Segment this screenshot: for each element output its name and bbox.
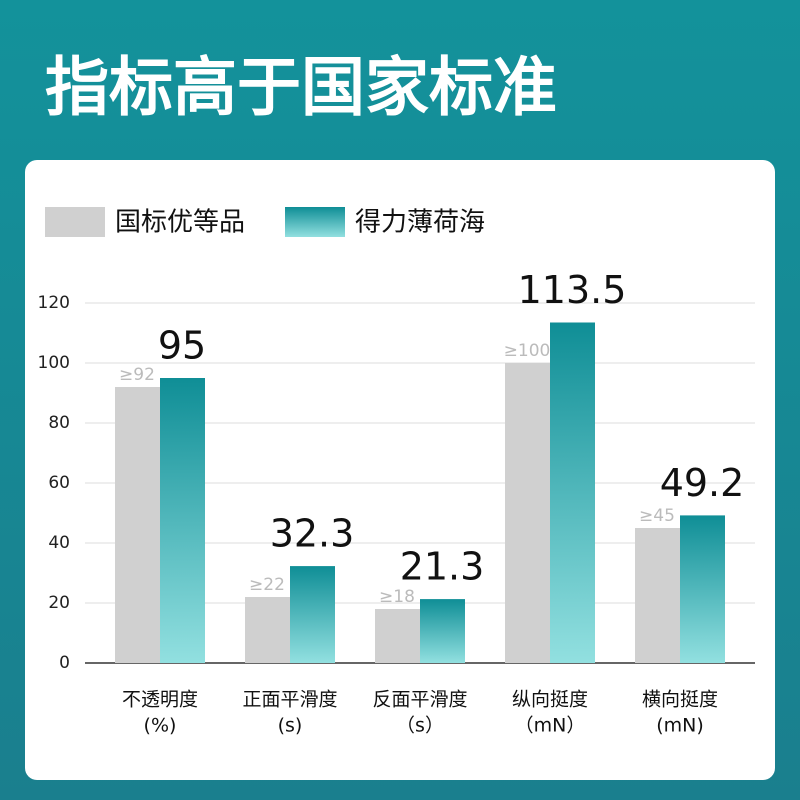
y-tick-label: 60 [48, 473, 70, 493]
x-tick-unit: (%) [144, 715, 177, 737]
bar [505, 363, 550, 663]
chart-title: 指标高于国家标准 [45, 52, 557, 126]
legend-swatch [285, 207, 345, 237]
x-tick-unit: （mN） [515, 715, 586, 737]
value-label: 49.2 [660, 461, 745, 505]
y-tick-label: 80 [48, 413, 70, 433]
x-tick-label: 纵向挺度 [512, 689, 588, 711]
bar [375, 609, 420, 663]
bar [635, 528, 680, 663]
bar [290, 566, 335, 663]
value-label: ≥92 [119, 365, 155, 385]
legend-label: 得力薄荷海 [355, 208, 485, 238]
y-tick-label: 100 [38, 353, 70, 373]
bar [550, 322, 595, 663]
x-tick-label: 反面平滑度 [372, 689, 467, 711]
x-tick-label: 横向挺度 [642, 689, 718, 711]
y-tick-label: 20 [48, 593, 70, 613]
bar [680, 515, 725, 663]
y-tick-label: 0 [59, 653, 70, 673]
x-tick-unit: (mN) [656, 715, 704, 737]
x-tick-label: 正面平滑度 [242, 689, 337, 711]
value-label: 21.3 [400, 545, 485, 589]
value-label: ≥45 [639, 506, 675, 526]
y-tick-label: 40 [48, 533, 70, 553]
legend-swatch [45, 207, 105, 237]
x-tick-unit: （s） [396, 715, 444, 737]
value-label: 95 [158, 324, 206, 368]
value-label: ≥18 [379, 587, 415, 607]
bar [160, 378, 205, 663]
bar [245, 597, 290, 663]
y-tick-label: 120 [38, 293, 70, 313]
legend-label: 国标优等品 [115, 208, 245, 238]
value-label: 32.3 [270, 512, 355, 556]
value-label: ≥22 [249, 575, 285, 595]
x-tick-unit: (s) [278, 715, 303, 737]
x-tick-label: 不透明度 [122, 689, 198, 711]
value-label: ≥100 [504, 341, 551, 361]
bar [115, 387, 160, 663]
value-label: 113.5 [518, 268, 627, 312]
bar [420, 599, 465, 663]
